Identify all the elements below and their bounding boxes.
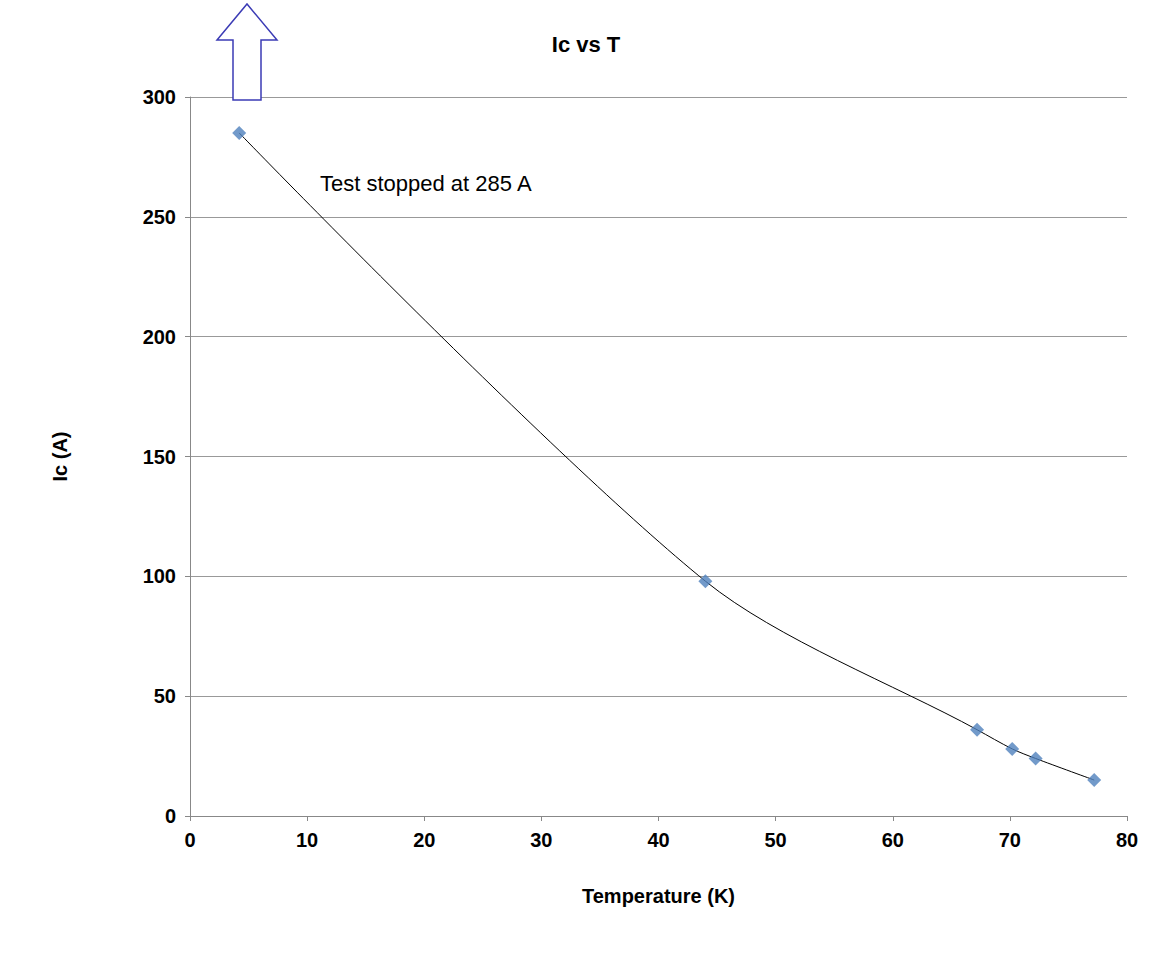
svg-text:30: 30 <box>530 829 552 851</box>
svg-text:200: 200 <box>143 326 176 348</box>
svg-text:20: 20 <box>413 829 435 851</box>
svg-text:0: 0 <box>165 805 176 827</box>
svg-text:0: 0 <box>184 829 195 851</box>
svg-text:250: 250 <box>143 206 176 228</box>
svg-text:Temperature (K): Temperature (K) <box>582 885 735 907</box>
svg-text:Ic vs T: Ic vs T <box>552 32 621 57</box>
svg-text:10: 10 <box>296 829 318 851</box>
svg-text:50: 50 <box>154 685 176 707</box>
svg-text:300: 300 <box>143 86 176 108</box>
svg-text:Test stopped at 285 A: Test stopped at 285 A <box>320 171 532 196</box>
svg-text:60: 60 <box>882 829 904 851</box>
svg-text:80: 80 <box>1116 829 1138 851</box>
svg-text:100: 100 <box>143 565 176 587</box>
svg-text:150: 150 <box>143 446 176 468</box>
svg-text:70: 70 <box>999 829 1021 851</box>
svg-text:Ic (A): Ic (A) <box>49 432 71 482</box>
svg-text:50: 50 <box>765 829 787 851</box>
svg-text:40: 40 <box>647 829 669 851</box>
